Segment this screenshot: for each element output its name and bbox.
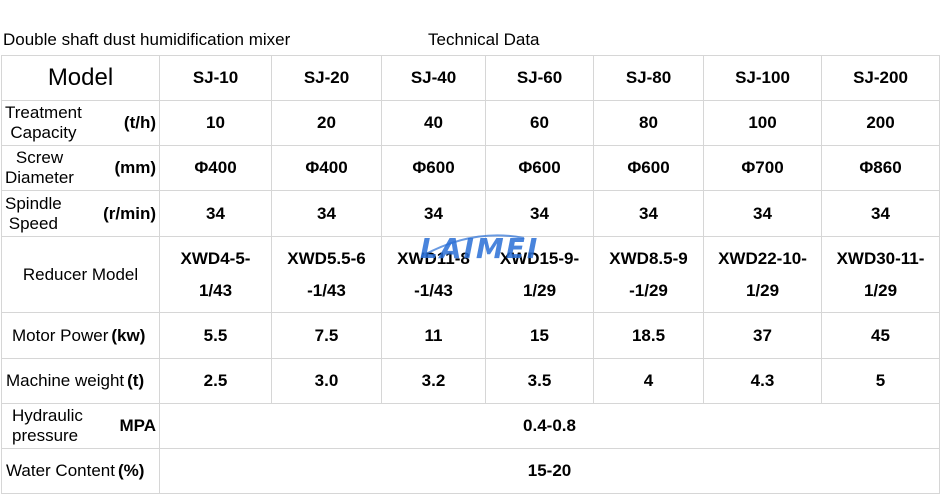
hydraulic-value: 0.4-0.8: [159, 403, 940, 449]
water-unit: (%): [117, 461, 145, 480]
screw-cell: Φ600: [485, 145, 594, 191]
hydraulic-label: Hydraulic pressure: [12, 406, 83, 445]
motor-label: Motor Power: [12, 325, 109, 345]
motor-cell: 37: [703, 312, 822, 359]
weight-label: Machine weight: [6, 371, 125, 390]
motor-cell: 11: [381, 312, 486, 359]
water-value: 15-20: [159, 448, 940, 494]
model-label: Model: [47, 64, 114, 91]
spindle-cell: 34: [271, 190, 382, 237]
spindle-cell: 34: [485, 190, 594, 237]
reducer-cell: XWD22-10- 1/29: [703, 236, 822, 313]
reducer-cell: XWD11-8 -1/43: [381, 236, 486, 313]
spindle-cell: 34: [593, 190, 704, 237]
capacity-cell: 80: [593, 100, 704, 146]
weight-cell: 2.5: [159, 358, 272, 404]
capacity-cell: 200: [821, 100, 940, 146]
reducer-cell: XWD5.5-6 -1/43: [271, 236, 382, 313]
reducer-label: Reducer Model: [22, 264, 139, 284]
technical-data-heading: Technical Data: [428, 30, 540, 49]
spindle-cell: 34: [159, 190, 272, 237]
motor-cell: 45: [821, 312, 940, 359]
reducer-row: Reducer Model XWD4-5- 1/43 XWD5.5-6 -1/43 …: [1, 236, 940, 313]
model-cell: SJ-200: [821, 55, 940, 101]
weight-row: Machine weight (t) 2.5 3.0 3.2 3.5 4 4.3…: [1, 358, 940, 404]
motor-cell: 5.5: [159, 312, 272, 359]
screw-cell: Φ860: [821, 145, 940, 191]
capacity-label: Treatment Capacity: [5, 103, 82, 142]
weight-cell: 4: [593, 358, 704, 404]
water-label: Water Content: [6, 461, 115, 480]
motor-cell: 7.5: [271, 312, 382, 359]
model-row: Model SJ-10 SJ-20 SJ-40 SJ-60 SJ-80 SJ-1…: [1, 55, 940, 101]
motor-row: Motor Power (kw) 5.5 7.5 11 15 18.5 37 4…: [1, 312, 940, 359]
capacity-unit: (t/h): [123, 113, 156, 132]
capacity-cell: 60: [485, 100, 594, 146]
screw-label-cell: Screw Diameter (mm): [1, 145, 160, 191]
reducer-cell: XWD4-5- 1/43: [159, 236, 272, 313]
model-cell: SJ-60: [485, 55, 594, 101]
motor-unit: (kw): [111, 325, 146, 345]
capacity-cell: 100: [703, 100, 822, 146]
hydraulic-label-cell: Hydraulic pressure MPA: [1, 403, 160, 449]
spindle-cell: 34: [821, 190, 940, 237]
weight-cell: 5: [821, 358, 940, 404]
motor-cell: 18.5: [593, 312, 704, 359]
weight-cell: 4.3: [703, 358, 822, 404]
water-label-cell: Water Content (%): [1, 448, 160, 494]
water-row: Water Content (%) 15-20: [1, 448, 940, 494]
model-label-cell: Model: [1, 55, 160, 101]
screw-cell: Φ600: [381, 145, 486, 191]
screw-label: Screw Diameter: [5, 148, 74, 187]
motor-label-cell: Motor Power (kw): [1, 312, 160, 359]
capacity-cell: 10: [159, 100, 272, 146]
reducer-cell: XWD8.5-9 -1/29: [593, 236, 704, 313]
screw-row: Screw Diameter (mm) Φ400 Φ400 Φ600 Φ600 …: [1, 145, 940, 191]
weight-cell: 3.2: [381, 358, 486, 404]
spindle-row: Spindle Speed (r/min) 34 34 34 34 34 34 …: [1, 190, 940, 237]
hydraulic-unit: MPA: [119, 416, 156, 435]
spindle-label: Spindle Speed: [5, 193, 62, 233]
screw-cell: Φ600: [593, 145, 704, 191]
model-cell: SJ-20: [271, 55, 382, 101]
screw-unit: (mm): [114, 158, 156, 177]
motor-cell: 15: [485, 312, 594, 359]
capacity-label-cell: Treatment Capacity (t/h): [1, 100, 160, 146]
weight-label-cell: Machine weight (t): [1, 358, 160, 404]
spindle-cell: 34: [703, 190, 822, 237]
heading-line: Double shaft dust humidification mixer T…: [0, 28, 942, 52]
capacity-row: Treatment Capacity (t/h) 10 20 40 60 80 …: [1, 100, 940, 146]
spec-table: Model SJ-10 SJ-20 SJ-40 SJ-60 SJ-80 SJ-1…: [1, 55, 940, 494]
screw-cell: Φ400: [159, 145, 272, 191]
weight-unit: (t): [127, 371, 145, 390]
capacity-cell: 40: [381, 100, 486, 146]
capacity-cell: 20: [271, 100, 382, 146]
spindle-label-cell: Spindle Speed (r/min): [1, 190, 160, 237]
screw-cell: Φ700: [703, 145, 822, 191]
reducer-cell: XWD15-9- 1/29: [485, 236, 594, 313]
spindle-cell: 34: [381, 190, 486, 237]
model-cell: SJ-100: [703, 55, 822, 101]
model-cell: SJ-10: [159, 55, 272, 101]
reducer-cell: XWD30-11- 1/29: [821, 236, 940, 313]
weight-cell: 3.0: [271, 358, 382, 404]
document-title: Double shaft dust humidification mixer: [3, 30, 291, 49]
model-cell: SJ-40: [381, 55, 486, 101]
reducer-label-cell: Reducer Model: [1, 236, 160, 313]
weight-cell: 3.5: [485, 358, 594, 404]
hydraulic-row: Hydraulic pressure MPA 0.4-0.8: [1, 403, 940, 449]
screw-cell: Φ400: [271, 145, 382, 191]
spindle-unit: (r/min): [103, 203, 156, 223]
model-cell: SJ-80: [593, 55, 704, 101]
